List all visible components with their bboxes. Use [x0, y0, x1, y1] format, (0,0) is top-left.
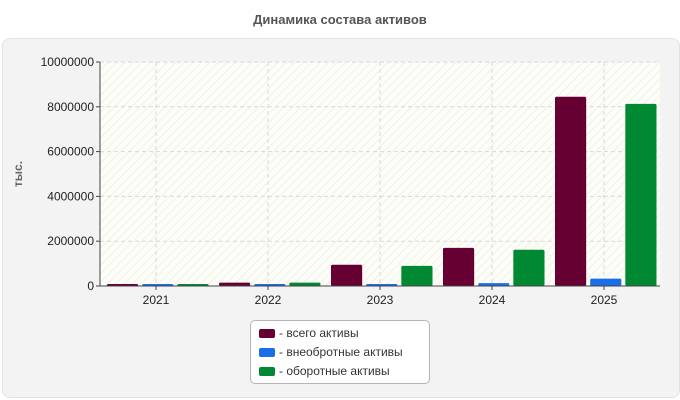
- y-tick-label: 6000000: [47, 145, 94, 159]
- bar-series-1-2025: [590, 278, 622, 286]
- legend-label-total: - всего активы: [279, 326, 359, 340]
- legend-label-noncurrent: - внеобротные активы: [279, 345, 403, 359]
- y-tick-label: 4000000: [47, 189, 94, 203]
- legend-label-current: - оборотные активы: [279, 364, 390, 378]
- y-tick-label: 0: [87, 279, 94, 293]
- y-tick-label: 8000000: [47, 100, 94, 114]
- x-tick-label: 2024: [479, 293, 506, 307]
- bar-series-0-2025: [555, 96, 587, 286]
- bar-series-0-2024: [443, 247, 475, 286]
- x-tick-label: 2022: [255, 293, 282, 307]
- bar-series-1-2024: [478, 283, 510, 286]
- bar-series-0-2023: [331, 264, 363, 286]
- bar-series-2-2023: [401, 265, 433, 286]
- bar-series-2-2024: [513, 249, 545, 286]
- chart-legend: - всего активы - внеобротные активы - об…: [250, 320, 430, 384]
- y-axis-label: тыс.: [11, 161, 25, 187]
- legend-swatch-noncurrent: [259, 347, 275, 357]
- y-tick-label: 10000000: [41, 55, 95, 69]
- chart-title: Динамика состава активов: [253, 12, 427, 27]
- legend-item-total: - всего активы: [259, 324, 359, 342]
- legend-swatch-total: [259, 328, 275, 338]
- bar-series-0-2022: [219, 282, 251, 286]
- legend-item-current: - оборотные активы: [259, 362, 390, 380]
- legend-swatch-current: [259, 366, 275, 376]
- x-tick-label: 2025: [591, 293, 618, 307]
- x-tick-label: 2021: [143, 293, 170, 307]
- bar-series-2-2025: [625, 103, 657, 286]
- legend-item-noncurrent: - внеобротные активы: [259, 343, 403, 361]
- x-tick-label: 2023: [367, 293, 394, 307]
- y-tick-label: 2000000: [47, 234, 94, 248]
- bar-series-2-2022: [289, 282, 321, 286]
